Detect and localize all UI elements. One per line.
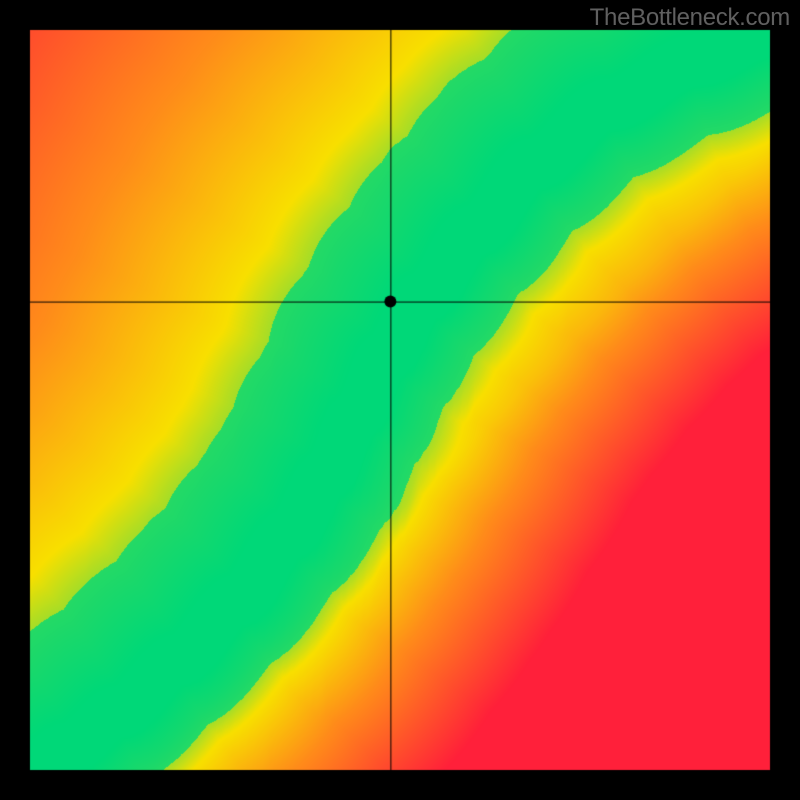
bottleneck-heatmap: [0, 0, 800, 800]
watermark-text: TheBottleneck.com: [590, 4, 790, 32]
